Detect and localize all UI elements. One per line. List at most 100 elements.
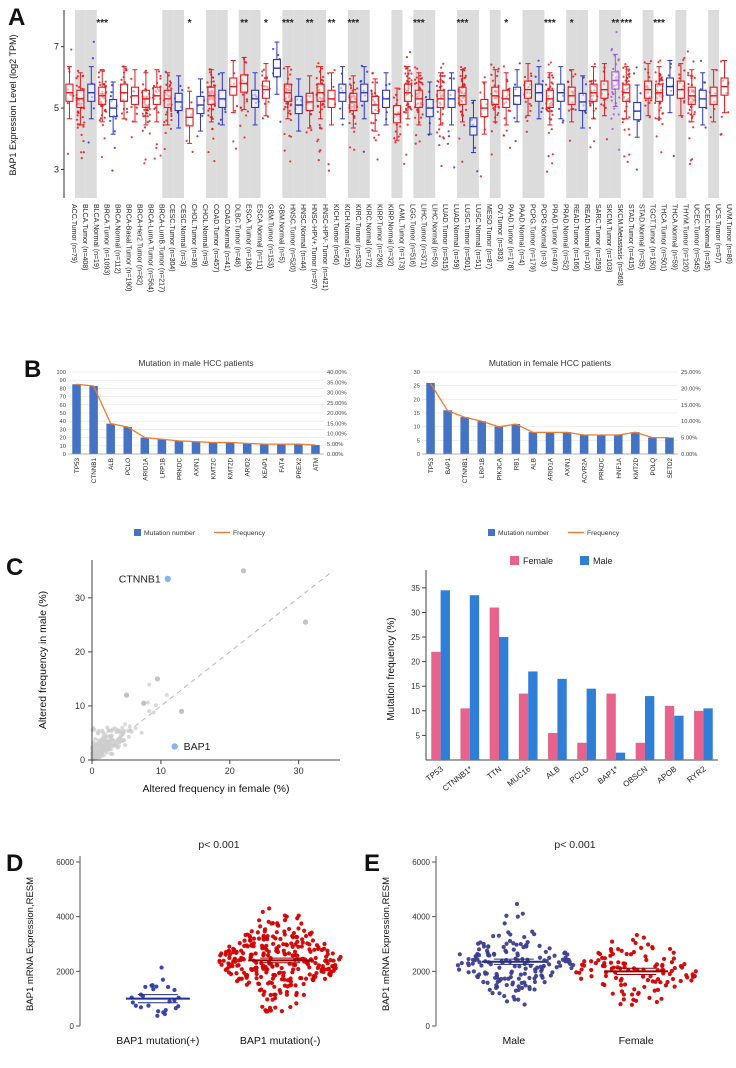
box-group — [382, 72, 391, 126]
legend-male-label: Male — [593, 556, 613, 566]
x-tick-label: SARC.Tumor (n=259) — [594, 204, 601, 272]
svg-text:0: 0 — [70, 1022, 75, 1031]
box-group — [479, 76, 489, 178]
x-tick-label: THCA.Normal (n=59) — [670, 204, 677, 270]
box-group — [162, 70, 173, 151]
svg-text:35.00%: 35.00% — [327, 380, 347, 386]
x-axis-label: Altered frequency in female (%) — [142, 783, 289, 795]
x-tick-label: READ.Normal (n=10) — [583, 204, 590, 270]
strip-group — [455, 901, 576, 1007]
box-group — [206, 68, 217, 163]
x-tick-label: UCEC.Normal (n=35) — [703, 204, 710, 271]
y-axis-label: BAP1 mRNA Expression,RESM — [25, 877, 36, 1011]
x-tick-label: GBM.Tumor (n=153) — [266, 204, 273, 268]
x-tick-label: KIRC.Normal (n=72) — [365, 204, 372, 268]
svg-text:4000: 4000 — [56, 913, 74, 922]
box-group — [698, 59, 708, 129]
box-group — [610, 30, 621, 151]
significance-marker: *** — [413, 18, 425, 29]
box-group — [119, 65, 129, 121]
svg-text:40.00%: 40.00% — [327, 370, 347, 376]
category-label: ARID1A — [548, 457, 555, 481]
svg-text:10.00%: 10.00% — [327, 432, 347, 438]
box-group — [75, 69, 86, 160]
significance-marker: * — [264, 18, 268, 29]
identity-line — [91, 570, 334, 761]
x-tick-label: LGG.Tumor (n=516) — [408, 204, 415, 267]
category-label: SETD2 — [667, 458, 674, 479]
svg-text:5.00%: 5.00% — [681, 436, 697, 442]
group-label: Female — [619, 1035, 654, 1047]
box-group — [294, 78, 304, 132]
x-tick-label: BRCA.Normal (n=112) — [114, 204, 121, 274]
group-label: BAP1 mutation(-) — [240, 1035, 321, 1047]
category-label: LRP1B — [479, 458, 486, 478]
box-group — [719, 60, 730, 136]
panel-label-b: B — [24, 356, 42, 383]
svg-text:25: 25 — [414, 384, 420, 390]
svg-text:20: 20 — [225, 766, 235, 776]
box-group — [196, 78, 206, 138]
svg-text:20: 20 — [75, 647, 85, 657]
x-tick-label: ESCA.Normal (n=11) — [256, 204, 263, 269]
svg-text:0.00%: 0.00% — [327, 452, 343, 458]
svg-text:20: 20 — [414, 397, 420, 403]
x-tick-label: LUAD.Tumor (n=515) — [441, 204, 448, 271]
legend-female-swatch — [510, 556, 519, 565]
box-group — [621, 63, 631, 163]
category-label: OBSCN — [621, 764, 649, 789]
box-group — [109, 81, 119, 172]
category-label: ACVR2A — [582, 457, 589, 483]
x-tick-label: UCEC.Tumor (n=545) — [692, 204, 699, 272]
svg-text:6000: 6000 — [56, 858, 74, 867]
category-label: APOB — [655, 764, 678, 785]
x-tick-label: DLBC.Tumor (n=48) — [234, 204, 241, 267]
svg-text:0: 0 — [417, 452, 420, 458]
category-label: ALB — [544, 764, 561, 780]
box-group — [556, 66, 566, 124]
gray-point-cloud — [90, 682, 169, 762]
box-group — [446, 72, 456, 169]
svg-text:30: 30 — [60, 427, 66, 433]
box-group — [151, 69, 162, 160]
significance-marker: *** — [282, 18, 294, 29]
panel-b-male-mutation-chart: Mutation in male HCC patients 0 10 20 30 40 50… — [56, 358, 347, 537]
svg-text:5: 5 — [54, 103, 59, 113]
x-tick-label: SKCM.Metastasis (n=368) — [616, 204, 623, 286]
x-tick-label: THCA.Tumor (n=501) — [660, 204, 667, 271]
box-group — [359, 64, 369, 153]
box-group — [305, 75, 314, 134]
significance-marker: *** — [544, 18, 556, 29]
box-group — [130, 69, 140, 139]
barline-root: Mutation in female HCC patients 0 5 10 15 20 2… — [414, 358, 701, 537]
x-tick-label: COAD.Tumor (n=457) — [212, 204, 219, 272]
svg-text:30.00%: 30.00% — [327, 391, 347, 397]
box-group — [469, 99, 479, 173]
svg-text:10: 10 — [60, 444, 66, 450]
box-group — [544, 61, 555, 173]
significance-marker: * — [188, 18, 192, 29]
x-tick-label: GBM.Normal (n=5) — [277, 204, 284, 263]
svg-text:100: 100 — [56, 370, 66, 376]
panel-label-a: A — [8, 4, 26, 31]
x-tick-label: LIHC.Tumor (n=371) — [419, 204, 426, 268]
x-tick-label: STAD.Tumor (n=415) — [627, 204, 634, 270]
box-group — [239, 56, 250, 139]
box-group — [87, 40, 96, 144]
x-tick-label: READ.Tumor (n=166) — [572, 204, 579, 272]
significance-marker: * — [504, 18, 508, 29]
panel-c-altered-frequency-scatter: CTNNB1 BAP1 0 10 20 30 0 10 20 30 Altered frequenc… — [37, 560, 340, 795]
strip-root: p< 0.001 0 2000 4000 6000 BAP1 mRNA Expressio… — [381, 839, 698, 1047]
svg-text:10.00%: 10.00% — [681, 419, 701, 425]
box-group — [534, 59, 544, 120]
significance-marker: * — [570, 18, 574, 29]
category-label: FAT4 — [279, 458, 286, 473]
svg-text:6000: 6000 — [412, 858, 430, 867]
panel-b-female-mutation-chart: Mutation in female HCC patients 0 5 10 15 20 2… — [414, 358, 701, 537]
box-group — [490, 63, 500, 156]
x-tick-label: CHOL.Tumor (n=36) — [190, 204, 197, 268]
box-group — [501, 65, 512, 149]
box-group — [588, 62, 599, 149]
x-tick-label: KICH.Tumor (n=66) — [332, 204, 339, 265]
box-group — [185, 86, 194, 154]
